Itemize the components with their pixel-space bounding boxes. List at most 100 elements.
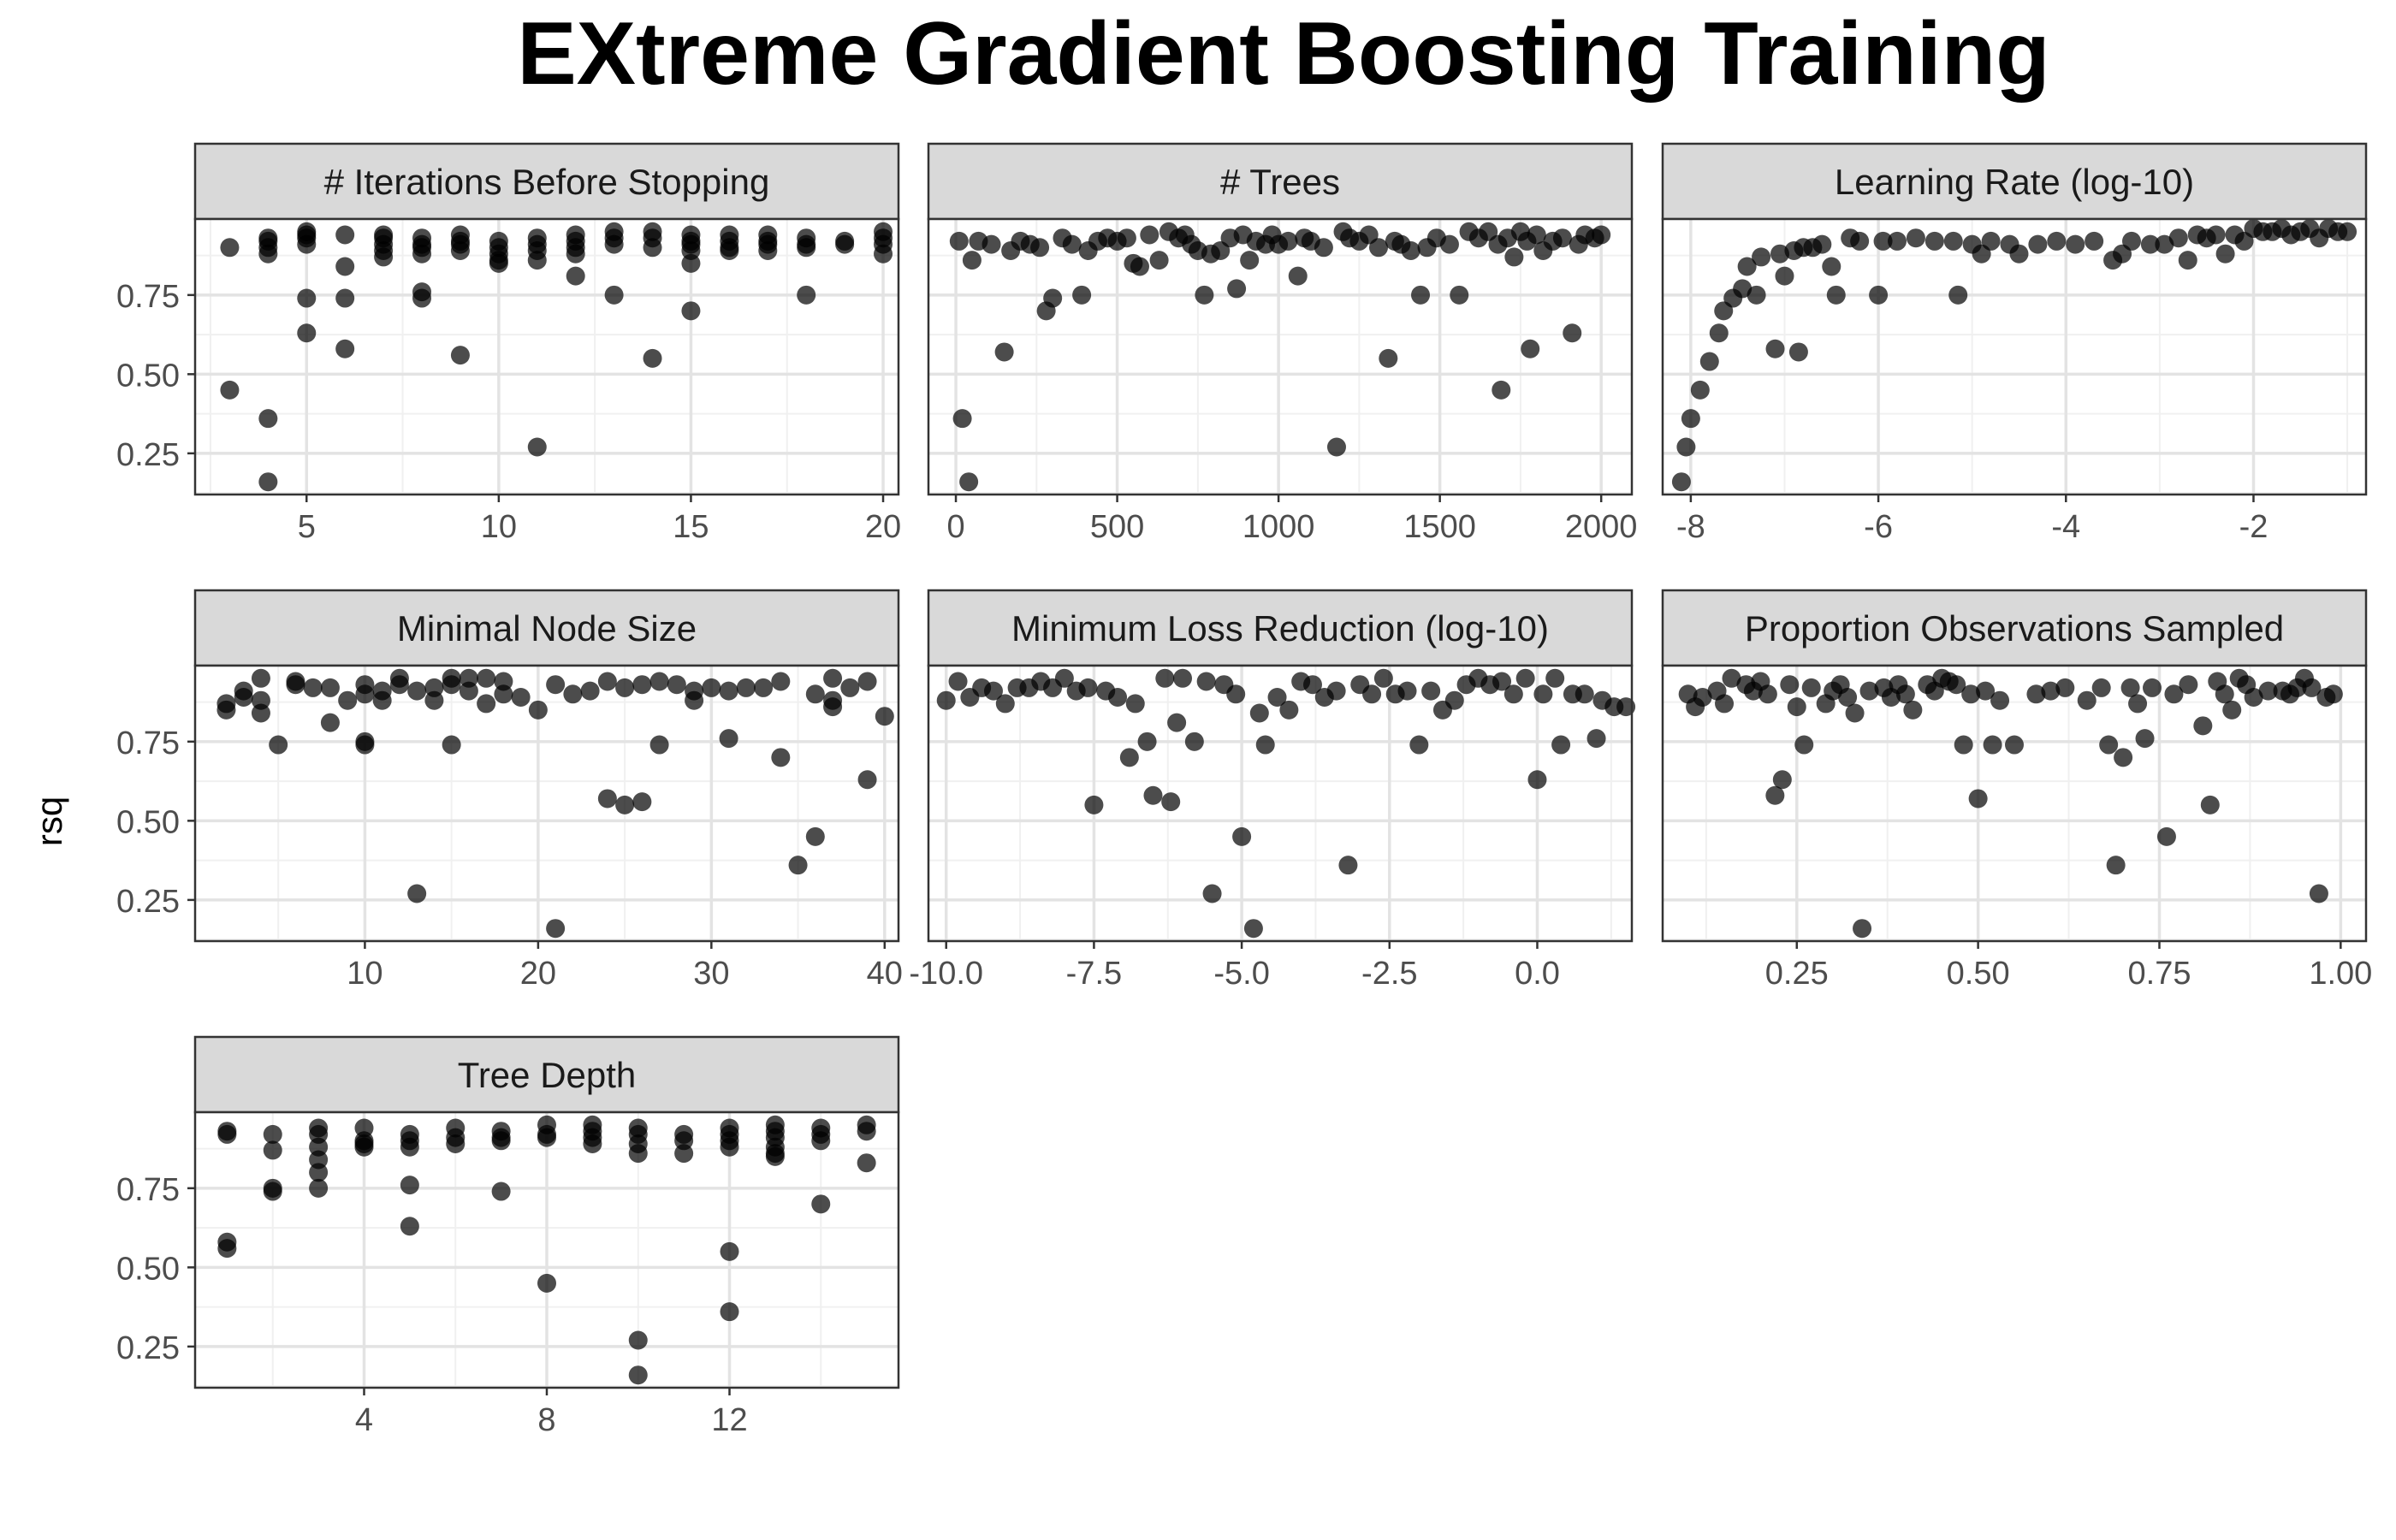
data-point bbox=[736, 678, 756, 697]
data-point bbox=[1373, 668, 1393, 688]
data-point bbox=[1575, 684, 1594, 704]
data-point bbox=[857, 672, 877, 691]
data-point bbox=[566, 266, 585, 286]
data-point bbox=[2309, 884, 2328, 903]
data-point bbox=[217, 1239, 237, 1259]
data-point bbox=[546, 919, 566, 939]
facet-strip-label: # Iterations Before Stopping bbox=[324, 162, 770, 202]
data-point bbox=[2009, 244, 2029, 264]
data-point bbox=[1043, 288, 1063, 308]
data-point bbox=[1439, 234, 1459, 254]
data-point bbox=[1326, 437, 1346, 457]
data-point bbox=[754, 678, 774, 697]
data-point bbox=[2155, 234, 2174, 254]
x-tick-label: 0.25 bbox=[1765, 956, 1829, 992]
data-point bbox=[788, 856, 808, 875]
data-point bbox=[424, 690, 444, 710]
data-point bbox=[355, 735, 375, 755]
data-point bbox=[1450, 285, 1469, 305]
data-point bbox=[1515, 668, 1535, 688]
panel-border bbox=[1661, 217, 2368, 496]
data-point bbox=[1326, 681, 1346, 701]
data-point bbox=[2206, 225, 2226, 245]
data-point bbox=[442, 735, 461, 755]
x-tick-label: 20 bbox=[520, 956, 556, 992]
x-tick-label: 30 bbox=[693, 956, 729, 992]
facet-panel: # Trees 0 500 1000 1500 2000 bbox=[927, 142, 1637, 545]
facet-strip-label: Minimal Node Size bbox=[397, 608, 697, 649]
data-point bbox=[1149, 251, 1169, 270]
data-point bbox=[1906, 228, 1925, 248]
data-point bbox=[1227, 279, 1247, 299]
data-point bbox=[258, 409, 278, 429]
data-point bbox=[1421, 681, 1441, 701]
data-point bbox=[1278, 231, 1298, 251]
x-tick-label: 1000 bbox=[1242, 509, 1315, 545]
y-tick-label: 0.50 bbox=[116, 1251, 180, 1287]
data-point bbox=[580, 681, 600, 701]
data-point bbox=[1903, 700, 1923, 720]
data-point bbox=[263, 1182, 282, 1201]
data-point bbox=[2178, 251, 2197, 270]
data-point bbox=[1968, 789, 1988, 808]
data-point bbox=[874, 244, 893, 264]
data-point bbox=[1563, 323, 1582, 343]
data-point bbox=[335, 257, 355, 276]
data-point bbox=[1981, 231, 2001, 251]
panel-border bbox=[927, 664, 1634, 943]
data-point bbox=[2128, 694, 2148, 714]
x-tick-label: -2.5 bbox=[1361, 956, 1417, 992]
data-point bbox=[335, 225, 355, 245]
data-point bbox=[685, 690, 704, 710]
data-point bbox=[407, 884, 427, 903]
facet-strip bbox=[927, 142, 1634, 221]
panel-background bbox=[195, 219, 898, 495]
data-point bbox=[374, 247, 394, 267]
data-point bbox=[720, 1137, 739, 1157]
data-point bbox=[2156, 826, 2176, 846]
data-point bbox=[2005, 735, 2024, 755]
data-point bbox=[263, 1124, 282, 1144]
data-point bbox=[1801, 678, 1821, 697]
data-point bbox=[258, 244, 278, 264]
data-point bbox=[1787, 697, 1806, 717]
data-point bbox=[2135, 729, 2155, 749]
x-tick-label: 0.50 bbox=[1947, 956, 2010, 992]
data-point bbox=[681, 253, 701, 273]
data-point bbox=[303, 678, 323, 697]
data-point bbox=[2047, 231, 2067, 251]
data-point bbox=[1715, 694, 1735, 714]
data-point bbox=[615, 678, 635, 697]
data-point bbox=[835, 234, 855, 254]
data-point bbox=[372, 690, 392, 710]
facet-panel: # Iterations Before Stopping 0.25 0.50 0.75… bbox=[116, 142, 901, 545]
data-point bbox=[1780, 675, 1800, 695]
data-point bbox=[1232, 826, 1252, 846]
panel-border bbox=[927, 217, 1634, 496]
data-point bbox=[840, 678, 860, 697]
data-point bbox=[1255, 735, 1275, 755]
data-point bbox=[1409, 735, 1429, 755]
data-point bbox=[2244, 688, 2263, 708]
data-point bbox=[1948, 285, 1968, 305]
data-point bbox=[528, 700, 548, 720]
data-point bbox=[2120, 678, 2140, 697]
data-point bbox=[2055, 678, 2075, 697]
data-point bbox=[720, 1241, 739, 1261]
data-point bbox=[823, 668, 843, 688]
data-point bbox=[857, 1153, 876, 1173]
data-point bbox=[477, 668, 496, 688]
data-point bbox=[597, 672, 617, 691]
data-point bbox=[1747, 285, 1766, 305]
data-point bbox=[1616, 697, 1636, 717]
data-point bbox=[1267, 688, 1287, 708]
data-point bbox=[583, 1134, 602, 1154]
data-point bbox=[1812, 234, 1832, 254]
data-point bbox=[400, 1176, 419, 1195]
data-point bbox=[1895, 684, 1915, 704]
facet-strip bbox=[1661, 142, 2368, 221]
y-axis-title: rsq bbox=[29, 797, 69, 846]
data-point bbox=[442, 675, 461, 695]
panel-border bbox=[1661, 664, 2368, 943]
data-point bbox=[1184, 732, 1204, 751]
